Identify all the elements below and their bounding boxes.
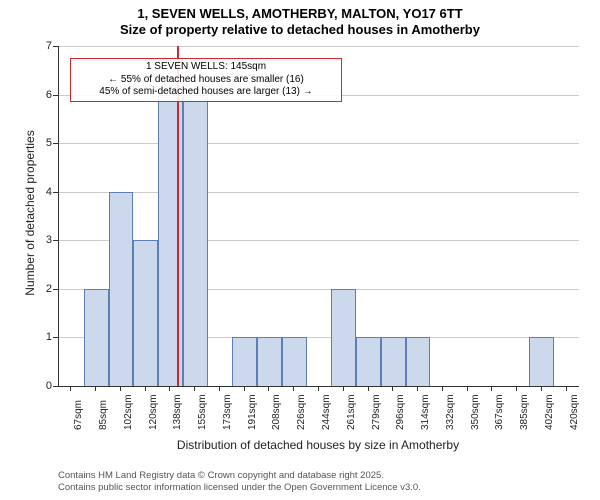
- x-tick-mark: [343, 386, 344, 391]
- attribution-line-2: Contains public sector information licen…: [58, 482, 421, 494]
- chart-container: 1, SEVEN WELLS, AMOTHERBY, MALTON, YO17 …: [0, 0, 600, 500]
- x-tick-mark: [491, 386, 492, 391]
- x-tick-label: 279sqm: [371, 394, 382, 430]
- histogram-bar: [109, 192, 134, 386]
- x-tick-label: 138sqm: [172, 394, 183, 430]
- x-tick-label: 173sqm: [222, 394, 233, 430]
- title-line-1: 1, SEVEN WELLS, AMOTHERBY, MALTON, YO17 …: [0, 6, 600, 22]
- histogram-bar: [356, 337, 381, 386]
- x-tick-mark: [467, 386, 468, 391]
- x-tick-label: 402sqm: [544, 394, 555, 430]
- x-tick-label: 155sqm: [197, 394, 208, 430]
- x-tick-mark: [120, 386, 121, 391]
- x-tick-mark: [145, 386, 146, 391]
- histogram-bar: [406, 337, 431, 386]
- x-tick-label: 102sqm: [123, 394, 134, 430]
- histogram-bar: [84, 289, 109, 386]
- x-tick-mark: [194, 386, 195, 391]
- y-tick-mark: [53, 289, 58, 290]
- histogram-bar: [381, 337, 406, 386]
- x-tick-label: 226sqm: [296, 394, 307, 430]
- y-tick-label: 0: [32, 380, 52, 392]
- x-tick-label: 332sqm: [445, 394, 456, 430]
- x-tick-label: 208sqm: [271, 394, 282, 430]
- histogram-bar: [183, 95, 208, 386]
- x-tick-label: 85sqm: [98, 400, 109, 430]
- x-tick-label: 367sqm: [494, 394, 505, 430]
- chart-title: 1, SEVEN WELLS, AMOTHERBY, MALTON, YO17 …: [0, 0, 600, 39]
- annotation-line: ← 55% of detached houses are smaller (16…: [77, 74, 335, 87]
- x-tick-label: 191sqm: [247, 394, 258, 430]
- y-tick-label: 1: [32, 331, 52, 343]
- x-tick-label: 244sqm: [321, 394, 332, 430]
- attribution-line-1: Contains HM Land Registry data © Crown c…: [58, 470, 421, 482]
- annotation-box: 1 SEVEN WELLS: 145sqm← 55% of detached h…: [70, 58, 342, 102]
- x-tick-mark: [566, 386, 567, 391]
- x-tick-mark: [392, 386, 393, 391]
- y-tick-mark: [53, 95, 58, 96]
- gridline: [59, 46, 579, 47]
- y-tick-label: 3: [32, 234, 52, 246]
- y-tick-label: 2: [32, 283, 52, 295]
- histogram-bar: [158, 95, 183, 386]
- x-tick-label: 261sqm: [346, 394, 357, 430]
- y-tick-mark: [53, 240, 58, 241]
- x-tick-mark: [219, 386, 220, 391]
- x-tick-label: 314sqm: [420, 394, 431, 430]
- x-tick-label: 385sqm: [519, 394, 530, 430]
- histogram-bar: [133, 240, 158, 386]
- histogram-bar: [282, 337, 307, 386]
- annotation-line: 45% of semi-detached houses are larger (…: [77, 86, 335, 99]
- x-tick-mark: [268, 386, 269, 391]
- x-tick-mark: [368, 386, 369, 391]
- x-tick-mark: [516, 386, 517, 391]
- x-tick-mark: [417, 386, 418, 391]
- x-tick-mark: [293, 386, 294, 391]
- x-axis-label: Distribution of detached houses by size …: [58, 438, 578, 452]
- y-tick-mark: [53, 386, 58, 387]
- gridline: [59, 143, 579, 144]
- y-tick-label: 4: [32, 186, 52, 198]
- histogram-bar: [529, 337, 554, 386]
- x-tick-mark: [442, 386, 443, 391]
- x-tick-mark: [318, 386, 319, 391]
- x-tick-label: 350sqm: [470, 394, 481, 430]
- y-tick-mark: [53, 337, 58, 338]
- x-tick-mark: [95, 386, 96, 391]
- x-tick-mark: [244, 386, 245, 391]
- annotation-line: 1 SEVEN WELLS: 145sqm: [77, 61, 335, 74]
- x-tick-mark: [70, 386, 71, 391]
- y-tick-mark: [53, 192, 58, 193]
- x-tick-label: 120sqm: [148, 394, 159, 430]
- x-tick-mark: [541, 386, 542, 391]
- x-tick-label: 420sqm: [569, 394, 580, 430]
- title-line-2: Size of property relative to detached ho…: [0, 22, 600, 38]
- attribution-text: Contains HM Land Registry data © Crown c…: [58, 470, 421, 494]
- y-tick-label: 7: [32, 40, 52, 52]
- histogram-bar: [257, 337, 282, 386]
- y-tick-mark: [53, 143, 58, 144]
- gridline: [59, 192, 579, 193]
- y-tick-mark: [53, 46, 58, 47]
- x-tick-label: 296sqm: [395, 394, 406, 430]
- y-tick-label: 6: [32, 89, 52, 101]
- x-tick-mark: [169, 386, 170, 391]
- x-tick-label: 67sqm: [73, 400, 84, 430]
- y-tick-label: 5: [32, 137, 52, 149]
- histogram-bar: [331, 289, 356, 386]
- histogram-bar: [232, 337, 257, 386]
